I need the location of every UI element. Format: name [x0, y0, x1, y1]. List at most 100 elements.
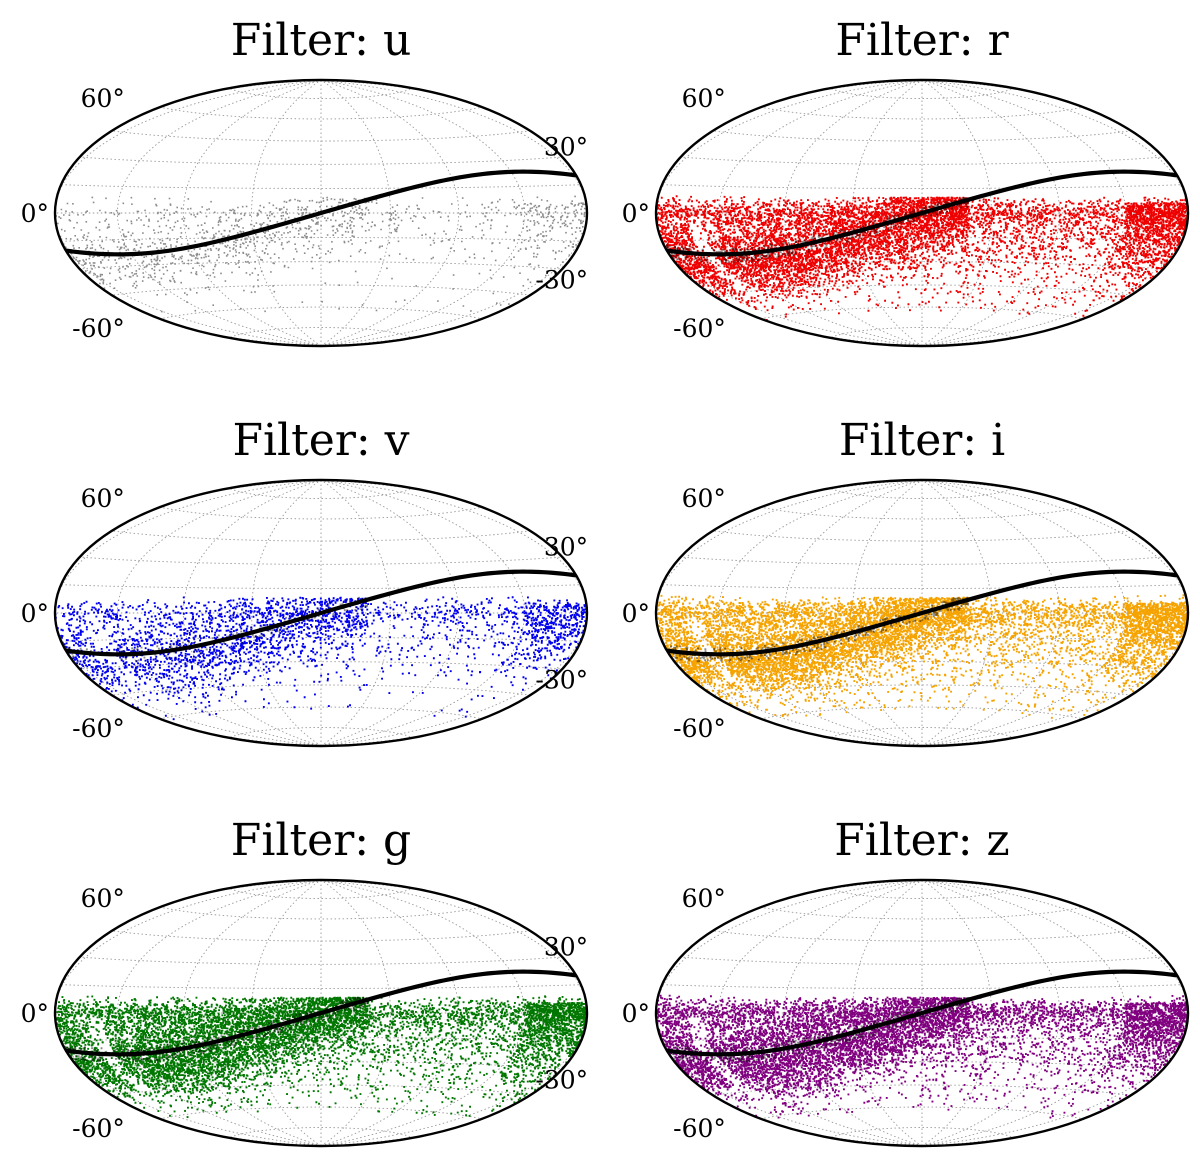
meridian-line — [320, 480, 391, 746]
lat-tick-label: 0° — [622, 599, 650, 628]
map-outline — [53, 878, 589, 1148]
meridian-line — [656, 480, 923, 746]
parallel-line — [656, 118, 1188, 142]
scatter-point — [656, 190, 1188, 329]
meridian-line — [251, 80, 322, 346]
parallel-line — [55, 118, 587, 142]
meridian-line — [921, 80, 1061, 346]
ecliptic-line — [656, 569, 1188, 657]
panel-3: Filter: v 60° 30° 0° -30° -60° — [21, 415, 589, 748]
ecliptic-line — [55, 969, 587, 1057]
panel-2: Filter: r 60° 30° 0° -30° -60° — [535, 15, 1190, 348]
meridian-line — [116, 880, 322, 1146]
meridian-line — [55, 480, 322, 746]
scatter-point — [55, 190, 587, 319]
meridian-line — [656, 880, 923, 1146]
scatter-point — [656, 590, 1188, 728]
meridian-line — [656, 80, 923, 346]
meridian-line — [182, 80, 322, 346]
meridian-line — [717, 480, 923, 746]
parallel-line — [824, 884, 1020, 899]
parallel-line — [824, 84, 1020, 99]
parallel-line — [656, 284, 1188, 308]
panel-title: Filter: u — [231, 15, 412, 66]
lat-tick-label: 30° — [544, 533, 588, 562]
parallel-line — [55, 518, 587, 542]
parallel-line — [656, 178, 1188, 189]
parallel-line — [656, 684, 1188, 708]
lat-tick-label: -60° — [673, 1114, 726, 1143]
lat-tick-label: -30° — [535, 666, 588, 695]
parallel-line — [55, 978, 587, 989]
scatter-points — [656, 590, 1188, 728]
scatter-point — [55, 591, 587, 723]
meridian-line — [921, 80, 992, 346]
meridian-line — [116, 480, 322, 746]
lat-tick-label: -60° — [72, 1114, 125, 1143]
meridian-line — [921, 880, 992, 1146]
lat-tick-label: -60° — [673, 314, 726, 343]
meridian-line — [55, 80, 322, 346]
parallel-line — [656, 978, 1188, 989]
parallel-line — [223, 484, 419, 499]
parallel-line — [55, 284, 587, 308]
lat-tick-label: 0° — [622, 999, 650, 1028]
lat-tick-label: -60° — [673, 714, 726, 743]
scatter-points — [55, 991, 587, 1129]
panel-title: Filter: z — [834, 815, 1009, 866]
scatter-points — [55, 190, 587, 319]
meridian-line — [921, 880, 1188, 1146]
lat-tick-label: 60° — [682, 484, 726, 513]
graticule — [55, 80, 587, 346]
ecliptic-line — [55, 169, 587, 257]
panel-5: Filter: g 60° 30° 0° -30° -60° — [21, 815, 589, 1148]
map-outline — [654, 78, 1190, 348]
parallel-line — [55, 684, 587, 708]
lat-tick-label: 0° — [21, 199, 49, 228]
meridian-line — [320, 80, 587, 346]
meridian-line — [852, 480, 923, 746]
lat-tick-label: 60° — [81, 84, 125, 113]
meridian-line — [921, 480, 1061, 746]
meridian-line — [320, 880, 391, 1146]
scatter-points — [656, 990, 1188, 1130]
meridian-line — [320, 80, 391, 346]
meridian-line — [921, 480, 1127, 746]
scatter-point-dense — [55, 596, 368, 662]
parallel-line — [223, 84, 419, 99]
parallel-line — [656, 146, 1188, 165]
map-outline — [654, 478, 1190, 748]
parallel-line — [656, 518, 1188, 542]
meridian-line — [921, 80, 1188, 346]
map-outline — [654, 878, 1190, 1148]
parallel-line — [223, 884, 419, 899]
parallel-line — [656, 918, 1188, 942]
ecliptic-line — [55, 569, 587, 657]
parallel-line — [656, 546, 1188, 565]
lat-tick-label: -30° — [535, 266, 588, 295]
lat-tick-label: -60° — [72, 314, 125, 343]
panel-4: Filter: i 60° 30° 0° -30° -60° — [535, 415, 1190, 748]
panel-title: Filter: g — [231, 815, 411, 866]
parallel-line — [55, 578, 587, 589]
parallel-line — [656, 237, 1188, 248]
parallel-line — [656, 637, 1188, 648]
scatter-point — [55, 991, 587, 1129]
parallel-line — [656, 578, 1188, 589]
panel-title: Filter: r — [835, 15, 1009, 66]
parallel-line — [55, 918, 587, 942]
meridian-line — [921, 480, 1188, 746]
parallel-line — [55, 237, 587, 248]
lat-tick-label: 60° — [81, 484, 125, 513]
map-outline — [53, 78, 589, 348]
lat-tick-label: 60° — [682, 884, 726, 913]
map-outline — [53, 478, 589, 748]
parallel-line — [824, 484, 1020, 499]
lat-tick-label: 60° — [81, 884, 125, 913]
lat-tick-label: 30° — [544, 933, 588, 962]
lat-tick-label: -30° — [535, 1066, 588, 1095]
lat-tick-label: 30° — [544, 133, 588, 162]
parallel-line — [656, 946, 1188, 965]
lat-tick-label: 0° — [622, 199, 650, 228]
